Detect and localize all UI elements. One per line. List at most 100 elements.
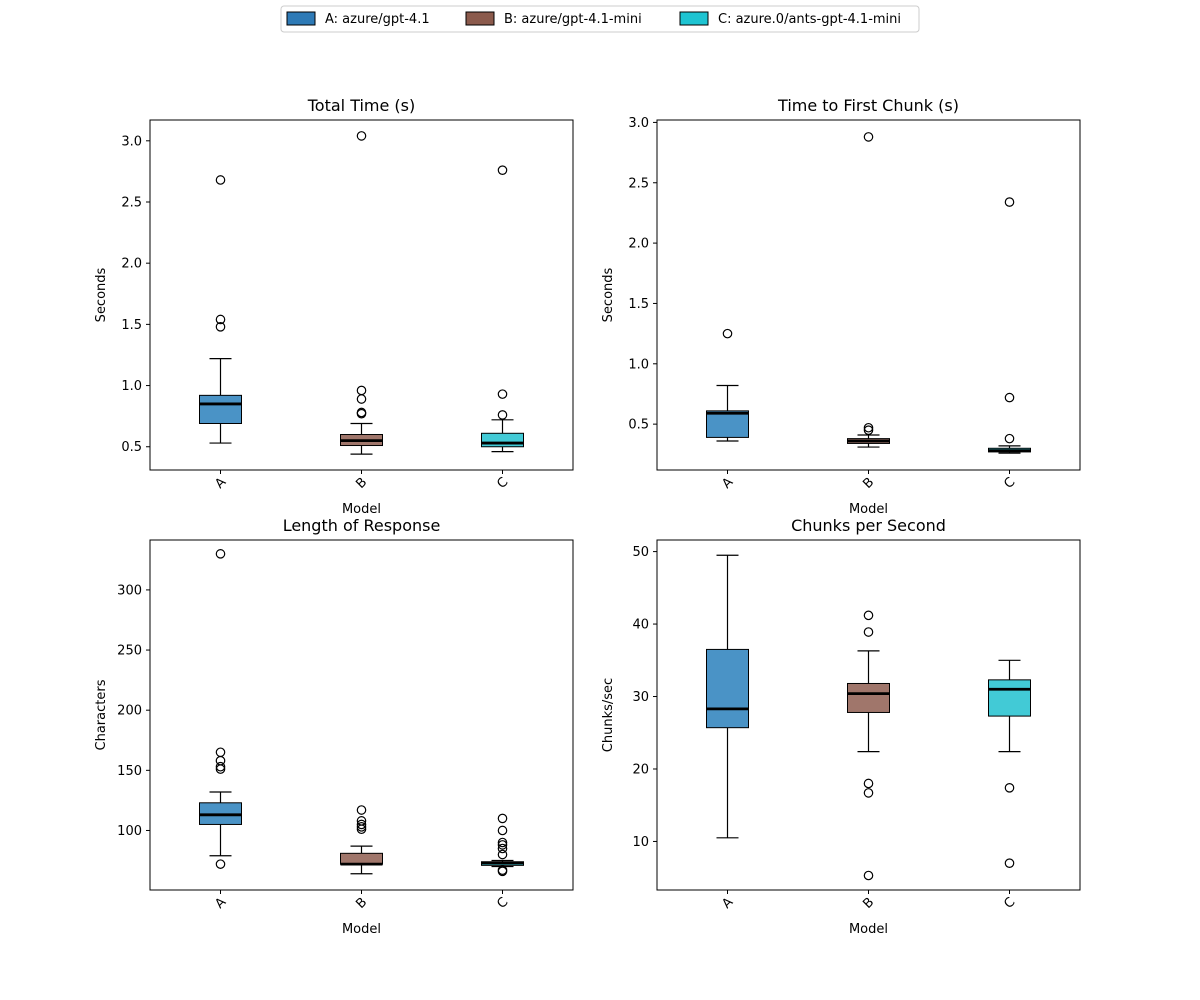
outlier-point: [497, 813, 508, 824]
total-time-xtick-label: C: [494, 475, 511, 492]
chunks-per-second-box-b: [847, 610, 890, 881]
outlier-point: [863, 610, 874, 621]
outlier-point: [215, 859, 226, 869]
outlier-point: [215, 175, 226, 185]
legend-label-b: B: azure/gpt-4.1-mini: [504, 12, 642, 27]
outlier-point: [215, 314, 226, 325]
time-to-first-chunk-xlabel: Model: [849, 502, 888, 517]
outlier-point: [215, 322, 226, 332]
outlier-point: [497, 825, 508, 836]
iqr-box: [199, 394, 242, 424]
chart-length-of-response: Length of Response 100 150 200 250 300 Charact…: [94, 516, 574, 937]
outlier-point: [863, 627, 874, 637]
panels: Total Time (s) 0.5 1.0 1.5 2.0 2.5 3.0 Seconds A…: [94, 96, 1081, 937]
iqr-box: [481, 432, 524, 448]
chart-total-time: Total Time (s) 0.5 1.0 1.5 2.0 2.5 3.0 Seconds A…: [94, 96, 574, 517]
total-time-ytick-label: 2.0: [121, 257, 142, 272]
chunks-per-second-title: Chunks per Second: [791, 516, 946, 535]
total-time-xlabel: Model: [342, 502, 381, 517]
legend-frame: [280, 5, 920, 33]
legend-item-a: A: azure/gpt-4.1: [286, 11, 430, 27]
outlier-point: [863, 788, 874, 798]
outlier-point: [863, 422, 874, 433]
chunks-per-second-box-c: [988, 659, 1031, 868]
outlier-point: [215, 549, 226, 559]
time-to-first-chunk-title: Time to First Chunk (s): [777, 96, 959, 115]
time-to-first-chunk-ytick-label: 1.5: [628, 297, 649, 312]
length-of-response-box-a: [199, 549, 242, 869]
chunks-per-second-ytick-label: 10: [632, 835, 649, 850]
outlier-point: [356, 805, 367, 815]
outlier-point: [722, 328, 733, 339]
length-of-response-xtick-label: C: [494, 895, 511, 912]
outlier-point: [356, 822, 367, 832]
total-time-ytick-label: 1.0: [121, 379, 142, 394]
legend-label-c: C: azure.0/ants-gpt-4.1-mini: [718, 12, 901, 27]
time-to-first-chunk-ytick-label: 0.5: [628, 418, 649, 433]
length-of-response-box-c: [481, 813, 524, 877]
total-time-box-b: [340, 131, 383, 455]
outlier-point: [497, 389, 508, 399]
outlier-point: [215, 761, 226, 772]
outlier-point: [1004, 197, 1015, 207]
time-to-first-chunk-ytick-label: 2.0: [628, 237, 649, 252]
length-of-response-ytick-label: 100: [117, 824, 142, 839]
chunks-per-second-box-a: [706, 554, 749, 839]
iqr-box: [706, 648, 749, 729]
time-to-first-chunk-ytick-label: 1.0: [628, 357, 649, 372]
length-of-response-ytick-label: 300: [117, 583, 142, 598]
total-time-box-a: [199, 175, 242, 444]
total-time-ytick-label: 1.5: [121, 318, 142, 333]
outlier-point: [356, 385, 367, 396]
time-to-first-chunk-ytick-label: 3.0: [628, 116, 649, 131]
time-to-first-chunk-box-b: [847, 132, 890, 448]
length-of-response-ylabel: Characters: [94, 679, 109, 750]
time-to-first-chunk-box-c: [988, 197, 1031, 454]
length-of-response-xlabel: Model: [342, 922, 381, 937]
total-time-ytick-label: 3.0: [121, 134, 142, 149]
total-time-box-c: [481, 165, 524, 453]
outlier-point: [1004, 392, 1015, 403]
total-time-ylabel: Seconds: [94, 267, 109, 322]
length-of-response-title: Length of Response: [283, 516, 441, 535]
total-time-title: Total Time (s): [307, 96, 416, 115]
chunks-per-second-xtick-label: A: [719, 895, 736, 912]
legend-swatch-a: [286, 11, 316, 26]
outlier-point: [215, 755, 226, 766]
chunks-per-second-axes-frame: [656, 539, 1081, 891]
outlier-point: [863, 132, 874, 142]
length-of-response-box-b: [340, 805, 383, 875]
time-to-first-chunk-xtick-label: B: [860, 475, 877, 492]
time-to-first-chunk-xtick-label: C: [1001, 475, 1018, 492]
outlier-point: [863, 778, 874, 789]
time-to-first-chunk-axes-frame: [656, 119, 1081, 471]
time-to-first-chunk-ylabel: Seconds: [601, 267, 616, 322]
chunks-per-second-xtick-label: C: [1001, 895, 1018, 912]
outlier-point: [497, 865, 508, 875]
outlier-point: [497, 840, 508, 850]
chunks-per-second-xlabel: Model: [849, 922, 888, 937]
outlier-point: [497, 410, 508, 420]
total-time-xtick-label: A: [212, 475, 229, 492]
outlier-point: [497, 165, 508, 175]
chart-time-to-first-chunk: Time to First Chunk (s) 0.5 1.0 1.5 2.0 2.5 3.…: [601, 96, 1081, 517]
outlier-point: [215, 747, 226, 758]
chunks-per-second-xtick-label: B: [860, 895, 877, 912]
legend-swatch-c: [679, 11, 709, 26]
time-to-first-chunk-ytick-label: 2.5: [628, 176, 649, 191]
outlier-point: [356, 407, 367, 418]
length-of-response-xtick-label: B: [353, 895, 370, 912]
chunks-per-second-ytick-label: 50: [632, 545, 649, 560]
legend: A: azure/gpt-4.1 B: azure/gpt-4.1-mini C…: [280, 5, 920, 33]
length-of-response-ytick-label: 150: [117, 764, 142, 779]
outlier-point: [497, 837, 508, 848]
total-time-xtick-label: B: [353, 475, 370, 492]
time-to-first-chunk-box-a: [706, 328, 749, 442]
iqr-box: [988, 679, 1031, 717]
iqr-box: [706, 410, 749, 438]
length-of-response-axes-frame: [149, 539, 574, 891]
chunks-per-second-ytick-label: 40: [632, 618, 649, 633]
chunks-per-second-ytick-label: 20: [632, 762, 649, 777]
outlier-point: [497, 849, 508, 860]
legend-label-a: A: azure/gpt-4.1: [325, 12, 430, 27]
